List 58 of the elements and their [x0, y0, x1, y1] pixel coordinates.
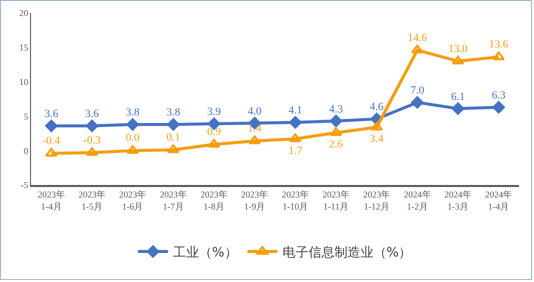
legend-label: 电子信息制造业（%） — [282, 246, 412, 261]
data-label: 3.6 — [85, 108, 100, 120]
data-label: 4.3 — [329, 103, 344, 116]
data-label: 3.6 — [44, 108, 59, 120]
x-tick-label: 2023年 1-11月 — [322, 190, 350, 212]
y-tick-label: 0 — [24, 146, 29, 156]
x-tick-label: 2023年 1-10月 — [282, 190, 309, 212]
point — [45, 120, 58, 132]
y-tick-label: 20 — [19, 8, 29, 18]
point — [330, 114, 342, 128]
x-tick-label: 2023年 1-7月 — [160, 190, 187, 212]
data-label: 13.0 — [448, 42, 468, 55]
point — [208, 138, 220, 148]
data-label: 0.0 — [126, 132, 140, 144]
data-label: 3.8 — [166, 106, 181, 119]
point — [45, 148, 58, 157]
x-tick-label: 2023年 1-6月 — [119, 190, 146, 212]
point — [167, 118, 180, 131]
point — [289, 116, 302, 129]
data-label: 4.0 — [248, 105, 262, 118]
y-tick-label: 10 — [19, 76, 29, 87]
data-label: 1.4 — [248, 122, 262, 135]
data-label: 0.1 — [166, 132, 180, 144]
x-tick-label: 2023年 1-4月 — [38, 190, 65, 212]
x-tick-label: 2024年 1-4月 — [485, 190, 512, 212]
x-tick-label: 2023年 1-8月 — [200, 190, 228, 212]
data-label: -0.4 — [42, 134, 61, 147]
data-label: 1.7 — [288, 144, 303, 157]
data-label: 7.0 — [410, 84, 425, 97]
data-label: 14.6 — [408, 32, 428, 44]
y-tick-label: 5 — [24, 111, 29, 122]
point — [126, 118, 139, 131]
legend-label: 工业（%） — [173, 246, 238, 261]
y-tick-label: -5 — [20, 180, 29, 190]
data-label: 3.8 — [126, 106, 140, 119]
data-label: 2.6 — [329, 138, 344, 151]
data-label: 0.9 — [207, 126, 222, 138]
point — [248, 135, 261, 144]
point — [492, 101, 505, 114]
data-label: 4.1 — [288, 104, 302, 117]
x-tick-label: 2024年 1-2月 — [404, 190, 431, 212]
y-tick-label: 15 — [19, 42, 29, 53]
data-label: 13.6 — [489, 38, 509, 51]
x-tick-label: 2023年 1-5月 — [78, 190, 106, 212]
x-tick-label: 2023年 1-12月 — [363, 190, 390, 212]
point — [86, 120, 98, 132]
data-label: 6.3 — [492, 90, 506, 102]
point — [411, 96, 424, 109]
point — [167, 144, 180, 154]
data-label: -0.3 — [83, 134, 102, 146]
data-label: 3.9 — [207, 106, 222, 118]
data-label: 4.6 — [370, 101, 384, 114]
x-tick-label: 2023年 1-9月 — [241, 190, 268, 212]
data-label: 6.1 — [451, 90, 465, 103]
point — [452, 102, 464, 115]
data-label: 3.4 — [370, 133, 384, 146]
x-tick-label: 2024年 1-3月 — [444, 190, 472, 212]
point — [289, 133, 302, 142]
